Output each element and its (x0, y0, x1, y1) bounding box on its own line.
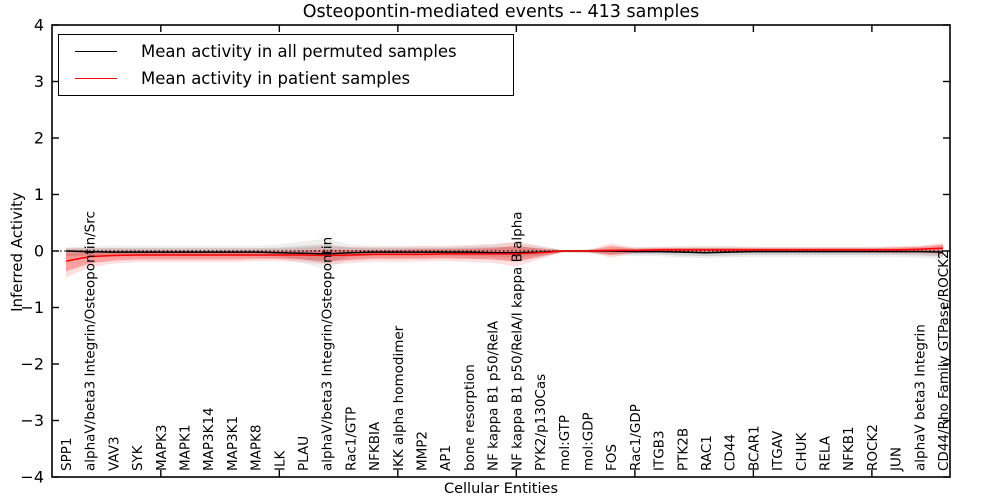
entity-label: RAC1 (699, 435, 715, 471)
legend-box: Mean activity in all permuted samples Me… (58, 34, 514, 96)
y-tick-label: −3 (20, 411, 44, 430)
entity-label: alphaV beta3 Integrin (912, 324, 928, 471)
entity-label: MAP3K1 (225, 416, 241, 471)
y-tick-label: 2 (34, 129, 44, 148)
entity-label: MMP2 (415, 431, 431, 471)
y-tick-label: −4 (20, 468, 44, 487)
legend-item-permuted: Mean activity in all permuted samples (59, 38, 513, 64)
entity-label: ITGB3 (652, 430, 668, 471)
y-tick-label: 4 (34, 16, 44, 35)
entity-label: AP1 (438, 445, 454, 471)
series-line-patient (65, 247, 944, 262)
entity-label: MAP3K14 (201, 407, 217, 471)
entity-label: VAV3 (106, 436, 122, 471)
entity-label: ILK (272, 449, 288, 471)
entity-label: mol:GDP (580, 412, 596, 471)
entity-label: alphaV/beta3 Integrin/Osteopontin (320, 237, 336, 471)
y-tick-label: −2 (20, 355, 44, 374)
entity-label: JUN (889, 447, 905, 472)
x-axis-ticks (160, 25, 873, 477)
entity-label: NFKBIA (367, 421, 383, 471)
y-tick-label: 1 (34, 185, 44, 204)
y-tick-label: −1 (20, 298, 44, 317)
legend-label: Mean activity in all permuted samples (141, 41, 457, 61)
entity-label: mol:GTP (557, 415, 573, 471)
entity-label: MAPK1 (178, 425, 194, 471)
entity-label: NF kappa B1 p50/RelA/I kappa B alpha (509, 211, 525, 471)
entity-label: CD44/Rho Family GTPase/ROCK2 (936, 250, 952, 471)
entity-label: IKK alpha homodimer (391, 325, 407, 471)
confidence-band-patient (66, 244, 943, 272)
y-tick-label: 3 (34, 72, 44, 91)
entity-label: FOS (604, 444, 620, 471)
legend-line-sample-red (75, 78, 117, 80)
entity-label: PLAU (296, 436, 312, 471)
entity-label: NF kappa B1 p50/RelA (486, 320, 502, 471)
entity-label: CD44 (723, 434, 739, 471)
legend-item-patient: Mean activity in patient samples (59, 66, 513, 92)
entity-label: RELA (817, 435, 833, 471)
x-axis-label: Cellular Entities (443, 481, 559, 497)
entity-label: ROCK2 (865, 424, 881, 471)
entity-label: MAPK8 (249, 425, 265, 471)
y-axis-ticks: −4 −3 −2 −1 0 1 2 3 4 (20, 16, 950, 487)
entity-label: BCAR1 (746, 425, 762, 471)
entity-label: Rac1/GTP (343, 407, 359, 471)
legend-line-sample-black (75, 50, 117, 52)
entity-label: PTK2B (675, 428, 691, 471)
entity-label: PYK2/p130Cas (533, 374, 549, 471)
entity-label: SYK (130, 444, 146, 471)
entity-label: ITGAV (770, 430, 786, 471)
y-tick-label: 0 (34, 242, 44, 261)
entity-label: MAPK3 (154, 425, 170, 471)
entity-label: alphaV/beta3 Integrin/Osteopontin/Src (83, 211, 99, 471)
entity-label: NFKB1 (841, 426, 857, 471)
legend-label: Mean activity in patient samples (141, 69, 411, 89)
y-axis-label: Inferred Activity (8, 192, 26, 312)
series-line-permuted (65, 250, 944, 255)
entity-label: Rac1/GDP (628, 404, 644, 471)
entity-labels: SPP1 alphaV/beta3 Integrin/Osteopontin/Sr… (59, 211, 952, 472)
entity-label: CHUK (794, 432, 810, 471)
entity-label: bone resorption (462, 364, 478, 471)
chart-title: Osteopontin-mediated events -- 413 sampl… (302, 2, 700, 22)
entity-label: SPP1 (59, 438, 75, 471)
